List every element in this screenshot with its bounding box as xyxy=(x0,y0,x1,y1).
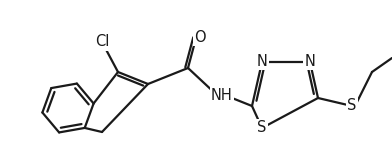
Text: S: S xyxy=(347,98,357,114)
Text: N: N xyxy=(305,53,316,69)
Text: N: N xyxy=(256,53,267,69)
Text: O: O xyxy=(194,30,206,44)
Text: Cl: Cl xyxy=(95,35,109,49)
Text: S: S xyxy=(257,121,267,135)
Text: NH: NH xyxy=(211,88,233,103)
